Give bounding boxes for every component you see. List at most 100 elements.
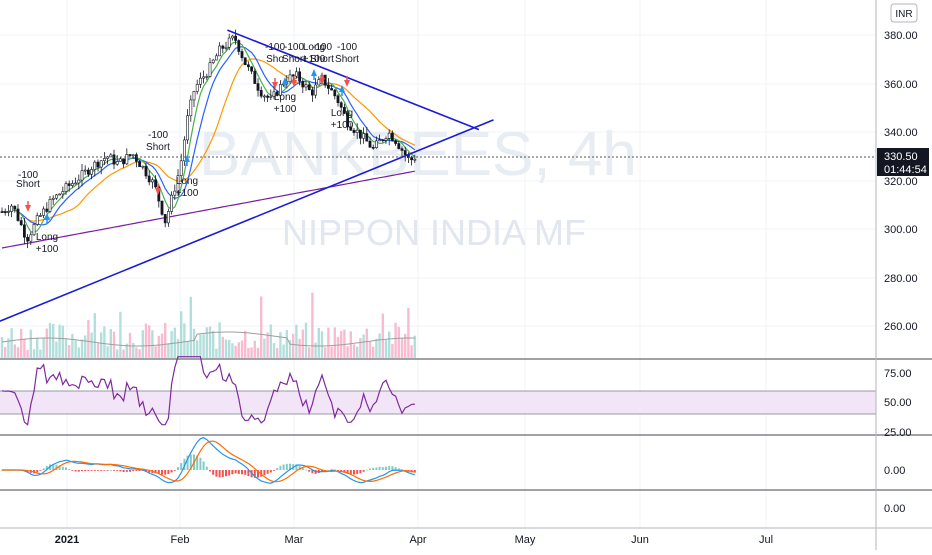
candle-body	[90, 169, 94, 175]
candle-body	[128, 154, 132, 156]
time-tick-mar: Mar	[285, 534, 304, 546]
volume-bar	[80, 339, 84, 358]
macd-hist-bar	[381, 467, 384, 470]
signal-label-4-line1: -100	[265, 42, 285, 53]
candle-body	[365, 133, 369, 142]
candle-body	[22, 224, 26, 238]
volume-bar	[205, 327, 208, 358]
macd-hist-bar	[135, 470, 138, 471]
candle-body	[374, 140, 378, 149]
volume-bar	[368, 341, 372, 358]
signal-label-6-line1: Long	[274, 92, 296, 103]
macd-hist-bar	[372, 467, 375, 470]
volume-bar	[231, 343, 234, 358]
candle-body	[253, 70, 257, 84]
candle-body	[266, 95, 270, 98]
macd-hist-bar	[295, 464, 298, 470]
macd-hist-bar	[263, 470, 266, 476]
macd-hist-bar	[343, 470, 346, 473]
strategy-signals: -100ShortLong+100-100ShortLong+100-100Sh…	[16, 42, 359, 255]
candle-body	[67, 183, 71, 186]
candlesticks	[0, 29, 417, 249]
macd-hist-bar	[353, 470, 355, 475]
volume-bar	[346, 346, 349, 358]
volume-bar	[244, 330, 247, 358]
volume-bar	[224, 339, 228, 358]
signal-label-9-line2: Short	[335, 54, 359, 65]
macd-hist-bar	[116, 470, 119, 471]
volume-bar	[196, 340, 199, 358]
candle-body	[189, 99, 193, 117]
volume-bar	[221, 336, 224, 358]
volume-bar	[36, 337, 39, 358]
candle-body	[247, 64, 250, 68]
volume-bars	[0, 292, 416, 358]
volume-bar	[164, 322, 167, 358]
candle-body	[298, 71, 302, 82]
candle-body	[237, 40, 241, 52]
candle-body	[371, 146, 375, 149]
macd-hist-bar	[199, 457, 202, 470]
currency-label: INR	[895, 9, 912, 20]
macd-hist-bar	[298, 466, 301, 470]
candle-body	[29, 234, 33, 242]
macd-hist-bar	[132, 470, 135, 472]
trendline-upper[interactable]	[227, 29, 480, 131]
candle-body	[400, 148, 404, 151]
macd-hist-bar	[90, 470, 93, 471]
macd-tick-0-lower: 0.00	[884, 503, 905, 515]
macd-hist-bar	[260, 470, 263, 477]
volume-bar	[282, 344, 285, 358]
volume-bar	[272, 343, 276, 358]
volume-bar	[180, 311, 183, 358]
candle-body	[390, 132, 394, 141]
candle-body	[215, 55, 218, 61]
volume-bar	[247, 348, 250, 358]
macd-signal-line	[2, 440, 415, 483]
macd-hist-bar	[253, 470, 256, 478]
macd-hist-bar	[183, 458, 186, 470]
volume-bar	[109, 329, 112, 358]
macd-hist-bar	[138, 470, 141, 471]
candle-body	[71, 183, 74, 186]
candle-body	[77, 179, 81, 184]
candle-body	[387, 132, 391, 139]
candle-body	[231, 35, 234, 39]
volume-bar	[343, 329, 346, 358]
signal-label-0-line1: -100	[18, 170, 38, 181]
candle-body	[38, 215, 42, 217]
watermark-symbol: BANKBEES, 4h	[199, 120, 637, 189]
candle-body	[80, 170, 84, 181]
macd-hist-bar	[122, 470, 125, 473]
signal-label-0-line2: Short	[16, 179, 40, 190]
volume-bar	[349, 331, 352, 358]
candle-body	[195, 84, 199, 92]
long-arrow-icon	[44, 213, 50, 220]
macd-hist-bar	[337, 470, 339, 471]
volume-bar	[26, 349, 29, 358]
volume-bar	[285, 330, 288, 358]
macd-hist-bar	[205, 466, 208, 470]
candle-body	[410, 157, 414, 161]
volume-bar	[10, 328, 13, 358]
volume-bar	[61, 325, 64, 358]
candle-body	[339, 102, 343, 108]
volume-bar	[42, 337, 45, 358]
macd-tick-0: 0.00	[884, 465, 905, 477]
long-arrow-icon	[282, 77, 288, 84]
macd-hist-bar	[58, 465, 61, 470]
signal-label-7-line2: +100	[303, 54, 326, 65]
trendline-lower[interactable]	[0, 119, 494, 322]
candle-body	[119, 158, 122, 162]
volume-bar	[16, 347, 20, 358]
candle-body	[179, 160, 183, 177]
volume-bar	[119, 311, 122, 358]
candle-body	[304, 84, 308, 88]
volume-bar	[330, 346, 333, 358]
candle-body	[192, 91, 196, 101]
volume-bar	[215, 348, 218, 358]
volume-bar	[141, 330, 144, 358]
currency-badge[interactable]	[890, 3, 918, 23]
sma-fast-line	[1, 41, 416, 234]
